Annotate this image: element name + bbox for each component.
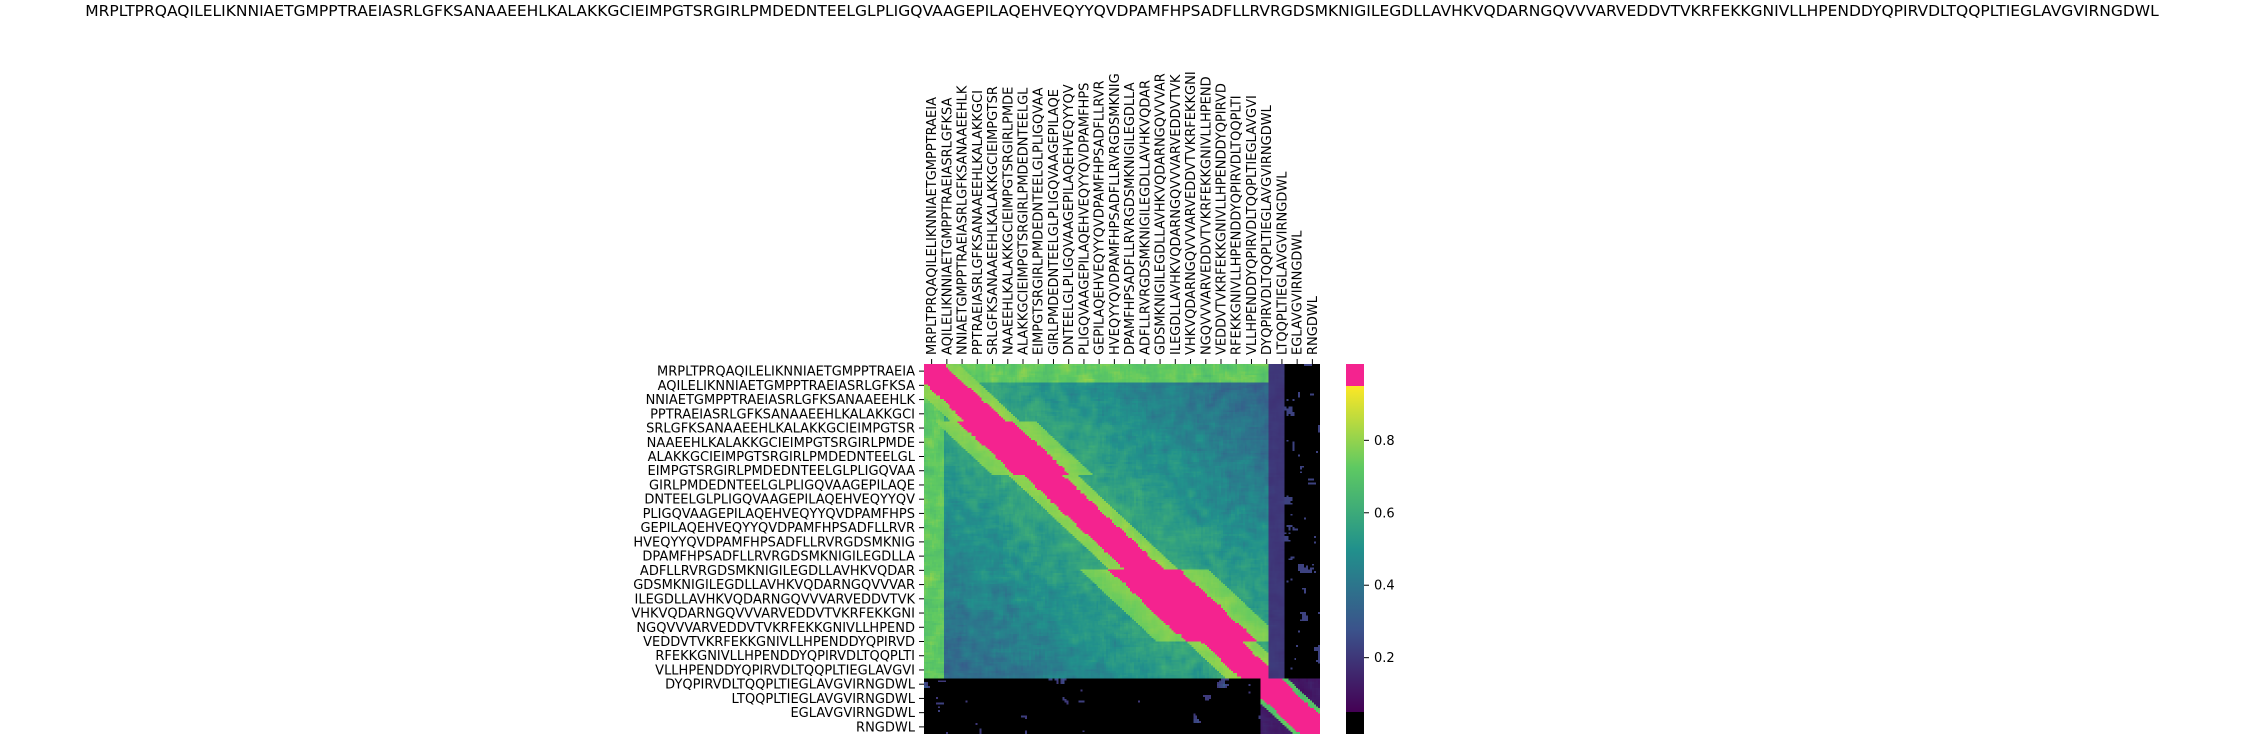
- x-tick-label: PPTRAEIASRLGFKSANAAEEHLKALAKKGCI: [971, 90, 986, 355]
- chart-title: MRPLTPRQAQILELIKNNIAETGMPPTRAEIASRLGFKSA…: [85, 2, 2159, 20]
- y-tick-label: GIRLPMDEDNTEELGLPLIGQVAAGEPILAQE: [649, 478, 915, 493]
- x-tick-label: VEDDVTVKRFEKKGNIVLLHPENDDYQPIRVD: [1215, 83, 1230, 355]
- colorbar-under-band: [1346, 712, 1364, 734]
- y-tick-label: VHKVQDARNGQVVVARVEDDVTVKRFEKKGNI: [631, 607, 915, 622]
- y-tick-label: PPTRAEIASRLGFKSANAAEEHLKALAKKGCI: [650, 407, 915, 422]
- y-tick-label: LTQQPLTIEGLAVGVIRNGDWL: [732, 692, 916, 707]
- x-tick-label: DPAMFHPSADFLLRVRGDSMKNIGILEGDLLA: [1123, 82, 1138, 355]
- x-tick-label: PLIGQVAAGEPILAQEHVEQYYQVDPAMFHPS: [1077, 83, 1092, 355]
- y-tick-label: RNGDWL: [856, 720, 916, 735]
- x-tick-label: DNTEELGLPLIGQVAAGEPILAQEHVEQYYQV: [1062, 84, 1077, 355]
- x-tick-label: MRPLTPRQAQILELIKNNIAETGMPPTRAEIA: [925, 97, 940, 355]
- x-tick-label: VHKVQDARNGQVVVARVEDDVTVKRFEKKGNI: [1184, 71, 1199, 355]
- x-tick-label: VLLHPENDDYQPIRVDLTQQPLTIEGLAVGVI: [1245, 95, 1260, 355]
- colorbar-tick-label: 0.8: [1374, 434, 1395, 449]
- x-tick-label: GEPILAQEHVEQYYQVDPAMFHPSADFLLRVR: [1093, 80, 1108, 355]
- y-tick-label: DPAMFHPSADFLLRVRGDSMKNIGILEGDLLA: [642, 550, 915, 565]
- x-tick-labels: MRPLTPRQAQILELIKNNIAETGMPPTRAEIA AQILELIK…: [925, 71, 1321, 364]
- y-tick-label: GDSMKNIGILEGDLLAVHKVQDARNGQVVVAR: [633, 578, 915, 593]
- x-tick-label: HVEQYYQVDPAMFHPSADFLLRVRGDSMKNIG: [1108, 73, 1123, 355]
- y-tick-label: DYQPIRVDLTQQPLTIEGLAVGVIRNGDWL: [665, 678, 916, 693]
- x-tick-label: ILEGDLLAVHKVQDARNGQVVVARVEDDVTVK: [1169, 74, 1184, 355]
- colorbar-tick-label: 0.4: [1374, 579, 1395, 594]
- x-tick-label: RNGDWL: [1306, 295, 1321, 355]
- x-tick-label: ADFLLRVRGDSMKNIGILEGDLLAVHKVQDAR: [1138, 80, 1153, 355]
- y-tick-label: PLIGQVAAGEPILAQEHVEQYYQVDPAMFHPS: [643, 507, 915, 522]
- y-tick-label: NNIAETGMPPTRAEIASRLGFKSANAAEEHLK: [646, 393, 916, 408]
- y-tick-label: AQILELIKNNIAETGMPPTRAEIASRLGFKSA: [658, 379, 915, 394]
- x-tick-label: AQILELIKNNIAETGMPPTRAEIASRLGFKSA: [940, 98, 955, 355]
- y-tick-label: ADFLLRVRGDSMKNIGILEGDLLAVHKVQDAR: [640, 564, 915, 579]
- x-tick-label: DYQPIRVDLTQQPLTIEGLAVGVIRNGDWL: [1260, 104, 1275, 355]
- x-tick-label: NNIAETGMPPTRAEIASRLGFKSANAAEEHLK: [956, 85, 971, 355]
- x-tick-label: ALAKKGCIEIMPGTSRGIRLPMDEDNTEELGL: [1017, 87, 1032, 355]
- x-tick-label: SRLGFKSANAAEEHLKALAKKGCIEIMPGTSR: [986, 86, 1001, 355]
- colorbar-tick-label: 0.6: [1374, 506, 1395, 521]
- y-tick-label: SRLGFKSANAAEEHLKALAKKGCIEIMPGTSR: [646, 422, 915, 437]
- y-tick-label: EGLAVGVIRNGDWL: [790, 706, 915, 721]
- x-tick-label: RFEKKGNIVLLHPENDDYQPIRVDLTQQPLTI: [1230, 95, 1245, 355]
- colorbar-over-band: [1346, 364, 1364, 386]
- heatmap-cells: [924, 364, 1320, 734]
- y-tick-label: RFEKKGNIVLLHPENDDYQPIRVDLTQQPLTI: [655, 649, 915, 664]
- y-tick-label: EIMPGTSRGIRLPMDEDNTEELGLPLIGQVAA: [648, 464, 916, 479]
- y-tick-labels: MRPLTPRQAQILELIKNNIAETGMPPTRAEIAAQILELIK…: [631, 365, 924, 735]
- x-tick-label: NGQVVVARVEDDVTVKRFEKKGNIVLLHPEND: [1199, 76, 1214, 355]
- y-tick-label: ALAKKGCIEIMPGTSRGIRLPMDEDNTEELGL: [648, 450, 916, 465]
- y-tick-label: HVEQYYQVDPAMFHPSADFLLRVRGDSMKNIG: [633, 535, 915, 550]
- colorbar-tick-label: 0.2: [1374, 651, 1395, 666]
- x-tick-label: GIRLPMDEDNTEELGLPLIGQVAAGEPILAQE: [1047, 89, 1062, 355]
- x-tick-label: EIMPGTSRGIRLPMDEDNTEELGLPLIGQVAA: [1032, 87, 1047, 355]
- heatmap-image: [924, 364, 1320, 734]
- x-tick-label: LTQQPLTIEGLAVGVIRNGDWL: [1275, 171, 1290, 355]
- x-tick-label: NAAEEHLKALAKKGCIEIMPGTSRGIRLPMDE: [1001, 87, 1016, 355]
- colorbar: 0.2 0.4 0.6 0.8: [1346, 364, 1395, 734]
- x-tick-label: EGLAVGVIRNGDWL: [1291, 230, 1306, 355]
- y-tick-label: DNTEELGLPLIGQVAAGEPILAQEHVEQYYQV: [644, 493, 915, 508]
- y-tick-label: GEPILAQEHVEQYYQVDPAMFHPSADFLLRVR: [640, 521, 915, 536]
- y-tick-label: ILEGDLLAVHKVQDARNGQVVVARVEDDVTVK: [635, 592, 916, 607]
- y-tick-label: VLLHPENDDYQPIRVDLTQQPLTIEGLAVGVI: [655, 663, 915, 678]
- colorbar-gradient: [1346, 386, 1364, 712]
- y-tick-label: NGQVVVARVEDDVTVKRFEKKGNIVLLHPEND: [636, 621, 915, 636]
- y-tick-label: VEDDVTVKRFEKKGNIVLLHPENDDYQPIRVD: [643, 635, 915, 650]
- x-tick-label: GDSMKNIGILEGDLLAVHKVQDARNGQVVVAR: [1154, 73, 1169, 355]
- y-tick-label: NAAEEHLKALAKKGCIEIMPGTSRGIRLPMDE: [647, 436, 915, 451]
- y-tick-label: MRPLTPRQAQILELIKNNIAETGMPPTRAEIA: [657, 365, 915, 380]
